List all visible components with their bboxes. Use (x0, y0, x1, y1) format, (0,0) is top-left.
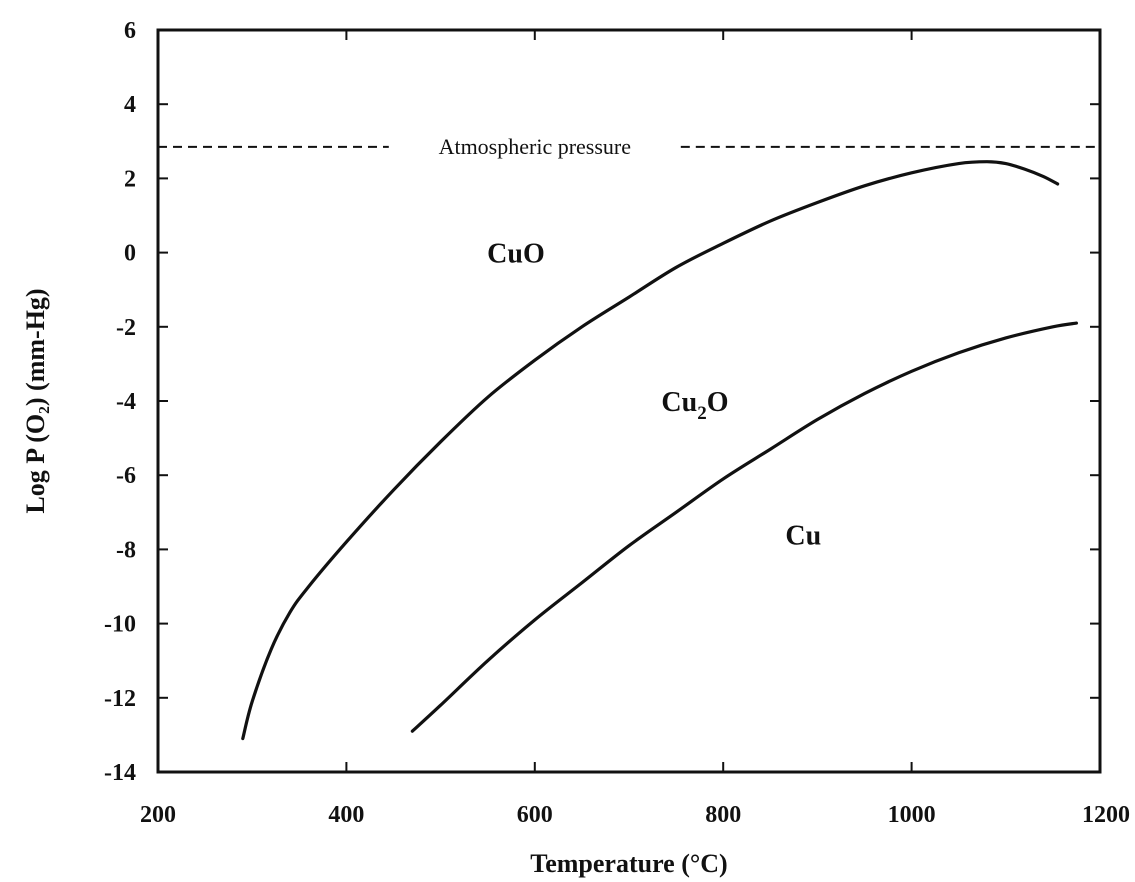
reference-layer: Atmospheric pressure (158, 134, 1100, 159)
y-tick-label: 6 (124, 18, 136, 44)
region-label-subscript: 2 (697, 403, 707, 424)
x-axis-title: Temperature (°C) (530, 849, 727, 878)
region-label-cu2o: Cu2O (661, 387, 728, 424)
x-tick-label: 400 (328, 802, 364, 828)
x-tick-label: 200 (140, 802, 176, 828)
region-label-main: Cu (661, 387, 697, 418)
y-tick-labels: 6 4 2 0 -2 -4 -6 -8 -10 -12 -14 (104, 18, 136, 786)
y-tick-label: 0 (124, 241, 136, 267)
series-line-cuo_cu2o (241, 160, 1060, 741)
x-tick-label: 1200 (1082, 802, 1130, 828)
x-tick-label: 1000 (888, 802, 936, 828)
region-label-tail: O (707, 387, 729, 418)
y-tick-label: -10 (104, 612, 136, 638)
y-tick-label: 4 (124, 92, 136, 118)
region-label-cu: Cu (785, 521, 821, 552)
y-tick-label: -12 (104, 686, 136, 712)
y-axis-title: Log P (O₂) (mm-Hg) (21, 288, 50, 513)
y-tick-label: -8 (116, 537, 136, 563)
plot-frame (156, 28, 1102, 774)
y-tick-label: -6 (116, 463, 136, 489)
x-tick-labels: 200 400 600 800 1000 1200 (140, 802, 1130, 828)
y-tick-label: -14 (104, 760, 136, 786)
y-tick-label: -4 (116, 389, 136, 415)
series-layer (241, 160, 1079, 741)
x-tick-label: 600 (517, 802, 553, 828)
x-tick-label: 800 (705, 802, 741, 828)
y-tick-label: -2 (116, 315, 136, 341)
reference-line-label: Atmospheric pressure (439, 134, 631, 159)
series-line-cu2o_cu (410, 321, 1079, 733)
region-label-cuo: CuO (487, 239, 545, 270)
y-tick-label: 2 (124, 166, 136, 192)
